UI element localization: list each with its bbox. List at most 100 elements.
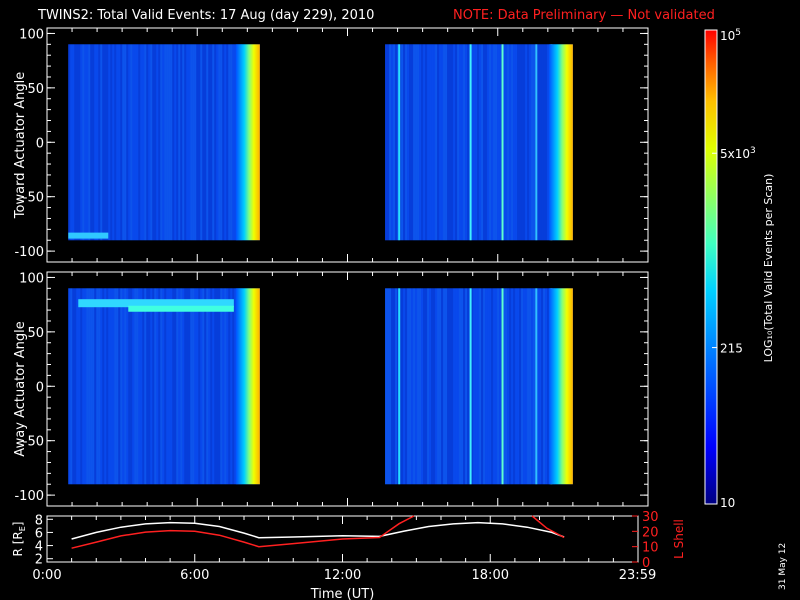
data-stripe xyxy=(182,288,185,485)
data-stripe xyxy=(439,44,442,241)
y-tick-label: 0 xyxy=(36,380,44,395)
data-stripe xyxy=(110,288,113,485)
data-stripe xyxy=(437,44,440,241)
data-stripe xyxy=(487,288,490,485)
data-stripe xyxy=(463,288,466,485)
data-stripe xyxy=(150,44,153,241)
data-stripe xyxy=(519,44,522,241)
data-stripe xyxy=(463,44,466,241)
data-stripe xyxy=(523,288,526,485)
data-stripe xyxy=(495,288,498,485)
data-stripe xyxy=(222,44,225,241)
y-tick-label: 100 xyxy=(19,27,44,42)
data-stripe xyxy=(539,44,542,241)
y-tick-label: -50 xyxy=(23,435,44,450)
l-shell-line xyxy=(531,515,565,539)
data-stripe xyxy=(116,44,119,241)
data-stripe xyxy=(90,288,93,485)
preliminary-note: NOTE: Data Preliminary — Not validated xyxy=(453,8,715,23)
data-stripe xyxy=(429,44,432,241)
data-stripe xyxy=(503,44,506,241)
data-stripe xyxy=(417,288,420,485)
data-stripe xyxy=(447,288,450,485)
data-stripe xyxy=(228,44,231,241)
data-stripe xyxy=(403,288,406,485)
data-stripe xyxy=(142,44,145,241)
data-stripe xyxy=(431,288,434,485)
data-stripe xyxy=(435,288,438,485)
data-stripe xyxy=(455,288,458,485)
y-right-tick-label: 10 xyxy=(642,541,659,556)
data-stripe xyxy=(234,44,237,241)
data-stripe xyxy=(110,44,113,241)
data-stripe xyxy=(513,288,516,485)
data-stripe xyxy=(511,288,514,485)
data-stripe xyxy=(74,288,77,485)
data-stripe xyxy=(72,44,75,241)
data-stripe xyxy=(184,44,187,241)
data-stripe xyxy=(226,288,229,485)
data-stripe xyxy=(471,288,474,485)
data-stripe xyxy=(389,288,392,485)
data-stripe xyxy=(507,44,510,241)
data-stripe xyxy=(134,288,137,485)
data-stripe xyxy=(68,288,71,485)
y-tick-label: 4 xyxy=(35,540,43,555)
data-stripe xyxy=(88,44,91,241)
data-stripe xyxy=(429,288,432,485)
data-stripe xyxy=(152,288,155,485)
data-stripe xyxy=(146,44,149,241)
bright-column xyxy=(501,44,504,241)
data-stripe xyxy=(415,288,418,485)
data-stripe xyxy=(212,44,215,241)
data-stripe xyxy=(427,44,430,241)
bright-band xyxy=(68,232,109,239)
data-stripe xyxy=(172,288,175,485)
data-stripe xyxy=(130,288,133,485)
data-stripe xyxy=(156,44,159,241)
data-stripe xyxy=(84,44,87,241)
data-stripe xyxy=(485,288,488,485)
data-stripe xyxy=(531,288,534,485)
data-stripe xyxy=(164,44,167,241)
data-stripe xyxy=(146,288,149,485)
data-stripe xyxy=(192,288,195,485)
data-stripe xyxy=(443,44,446,241)
data-stripe xyxy=(152,44,155,241)
data-stripe xyxy=(202,288,205,485)
data-stripe xyxy=(114,44,117,241)
colorbar-label: LOG₁₀(Total Valid Events per Scan) xyxy=(762,174,775,363)
data-stripe xyxy=(439,288,442,485)
data-stripe xyxy=(391,44,394,241)
data-stripe xyxy=(509,288,512,485)
data-stripe xyxy=(455,44,458,241)
data-stripe xyxy=(483,288,486,485)
data-stripe xyxy=(126,44,129,241)
data-stripe xyxy=(222,288,225,485)
data-stripe xyxy=(441,44,444,241)
data-stripe xyxy=(421,44,424,241)
data-stripe xyxy=(515,288,518,485)
data-stripe xyxy=(150,288,153,485)
y-tick-label: 50 xyxy=(27,326,44,341)
data-stripe xyxy=(521,288,524,485)
data-stripe xyxy=(128,44,131,241)
data-stripe xyxy=(170,288,173,485)
data-stripe xyxy=(206,44,209,241)
data-stripe xyxy=(541,44,544,241)
l-shell-line xyxy=(71,515,415,549)
y-tick-label: 100 xyxy=(19,271,44,286)
data-stripe xyxy=(166,288,169,485)
data-stripe xyxy=(397,288,400,485)
data-stripe xyxy=(497,44,500,241)
data-stripe xyxy=(385,44,388,241)
data-stripe xyxy=(102,288,105,485)
data-stripe xyxy=(214,44,217,241)
data-stripe xyxy=(144,288,147,485)
data-stripe xyxy=(517,288,520,485)
data-stripe xyxy=(106,44,109,241)
data-stripe xyxy=(82,288,85,485)
bright-column xyxy=(469,288,472,485)
data-stripe xyxy=(220,288,223,485)
data-stripe xyxy=(449,288,452,485)
